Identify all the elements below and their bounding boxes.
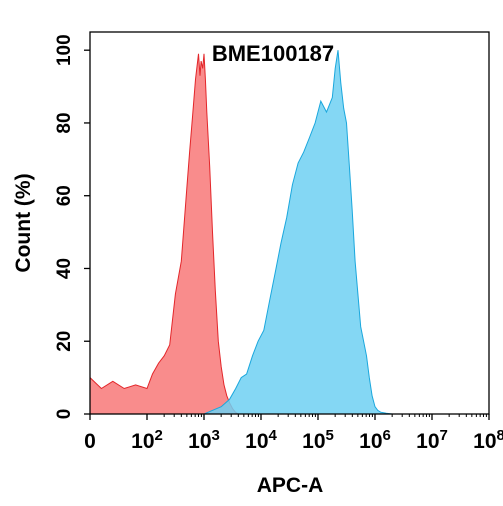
plot-frame	[89, 31, 490, 415]
x-tick-label: 105	[302, 427, 334, 453]
x-tick-label: 107	[416, 427, 448, 453]
x-tick-label: 108	[473, 427, 503, 453]
x-axis-ticks: 0 102 103 104 105 106 107 108	[84, 414, 503, 453]
y-tick-label: 0	[54, 409, 75, 420]
series-layer	[89, 50, 393, 415]
x-tick-label: 104	[245, 427, 277, 453]
histogram-series-2	[203, 50, 393, 415]
histogram-series-1	[89, 53, 241, 415]
chart-title: BME100187	[212, 41, 334, 66]
x-tick-label: 0	[84, 430, 96, 453]
y-tick-label: 20	[54, 331, 75, 352]
y-axis-ticks: 0 20 40 60 80 100	[54, 34, 90, 419]
x-axis-label: APC-A	[257, 474, 324, 497]
x-tick-label: 102	[131, 427, 163, 453]
y-axis-label: Count (%)	[12, 173, 35, 272]
y-tick-label: 60	[54, 185, 75, 206]
x-tick-label: 106	[359, 427, 391, 453]
x-tick-label: 103	[188, 427, 220, 453]
y-tick-label: 40	[54, 258, 75, 279]
y-tick-label: 80	[54, 112, 75, 133]
y-tick-label: 100	[54, 34, 75, 66]
